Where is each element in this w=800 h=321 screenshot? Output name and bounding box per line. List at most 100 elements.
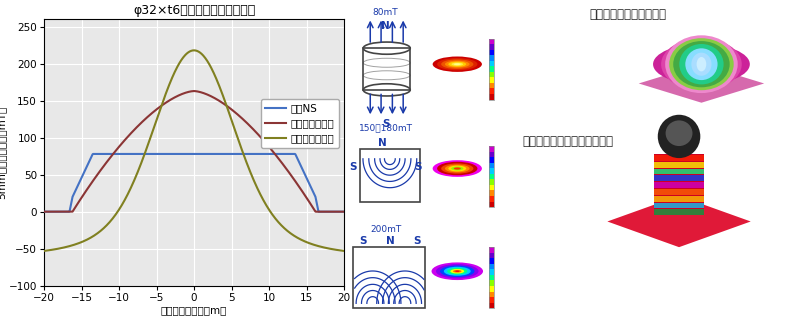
Ellipse shape [661,38,742,90]
Bar [489,152,494,157]
Ellipse shape [665,35,738,93]
Text: S: S [382,119,390,129]
Ellipse shape [451,167,463,170]
Bar [489,39,494,44]
Ellipse shape [666,120,693,146]
Bar [654,154,704,215]
Ellipse shape [440,265,474,277]
Bar [489,291,494,297]
Bar [489,303,494,308]
Ellipse shape [448,62,466,67]
Bar [489,39,494,100]
Bar [489,55,494,61]
Text: S: S [359,236,367,246]
Bar [654,189,704,195]
Ellipse shape [454,63,461,65]
Bar [489,88,494,94]
Bar [654,209,704,215]
Ellipse shape [437,162,478,175]
Ellipse shape [451,63,463,66]
Ellipse shape [697,57,706,72]
Bar [489,185,494,190]
Ellipse shape [669,38,734,90]
Ellipse shape [447,268,467,274]
Legend: 上下NS, 単極極異方着磁, 同心極異方着磁: 上下NS, 単極極異方着磁, 同心極異方着磁 [261,99,338,148]
Ellipse shape [433,56,482,72]
Bar [489,281,494,286]
Text: 200mT: 200mT [370,225,402,234]
Bar [654,169,704,174]
Text: S: S [414,162,422,172]
Ellipse shape [686,48,718,80]
Ellipse shape [679,44,724,84]
Polygon shape [607,196,750,247]
Polygon shape [638,64,764,103]
Ellipse shape [445,61,470,68]
Ellipse shape [450,269,464,273]
Text: S: S [414,236,421,246]
Bar [489,72,494,77]
Text: N: N [378,138,387,148]
Bar [489,146,494,207]
Text: 80mT: 80mT [373,8,398,17]
Bar [363,48,410,90]
Bar [654,155,704,161]
Bar [489,258,494,264]
Bar [489,44,494,50]
Text: S: S [349,162,357,172]
Bar [654,162,704,168]
Bar [489,247,494,308]
Ellipse shape [444,267,470,276]
Bar [489,61,494,66]
Bar [489,190,494,196]
Ellipse shape [448,166,466,171]
Bar [360,149,420,202]
Bar [489,264,494,269]
Ellipse shape [441,59,474,69]
Bar [489,157,494,163]
Ellipse shape [445,165,470,172]
Ellipse shape [653,44,750,84]
Y-axis label: 5mmギャップ磁流（mT）: 5mmギャップ磁流（mT） [0,106,6,199]
Bar [489,163,494,168]
Bar [489,247,494,253]
Bar [489,202,494,207]
Bar [489,179,494,185]
Bar [489,275,494,281]
Ellipse shape [433,160,482,177]
Ellipse shape [691,53,711,76]
Text: 従来タイプのマグネット: 従来タイプのマグネット [590,8,666,21]
Bar [354,247,425,308]
Bar [489,196,494,202]
Ellipse shape [431,263,483,280]
Text: N: N [382,21,390,31]
Bar [654,175,704,181]
Text: N: N [386,236,394,246]
Ellipse shape [658,115,700,158]
Bar [489,83,494,88]
Ellipse shape [674,41,730,87]
Bar [489,297,494,303]
Bar [489,174,494,179]
Title: φ32×t6円板磁石の極異方着磁: φ32×t6円板磁石の極異方着磁 [133,4,255,17]
Bar [654,182,704,188]
Text: 150～180mT: 150～180mT [358,124,413,133]
X-axis label: 磁石径方向位置（m）: 磁石径方向位置（m） [161,305,227,316]
Bar [489,146,494,152]
Bar [489,94,494,100]
Ellipse shape [437,58,478,70]
Ellipse shape [455,271,459,272]
Bar [489,286,494,291]
Ellipse shape [436,264,478,279]
Bar [489,66,494,72]
Ellipse shape [441,163,474,174]
Bar [489,253,494,258]
Bar [654,203,704,208]
Ellipse shape [453,270,462,273]
Bar [489,168,494,174]
Text: ピーエム技研提案マグネット: ピーエム技研提案マグネット [522,135,614,148]
Ellipse shape [454,168,461,169]
Bar [489,269,494,275]
Bar [489,50,494,55]
Bar [654,196,704,202]
